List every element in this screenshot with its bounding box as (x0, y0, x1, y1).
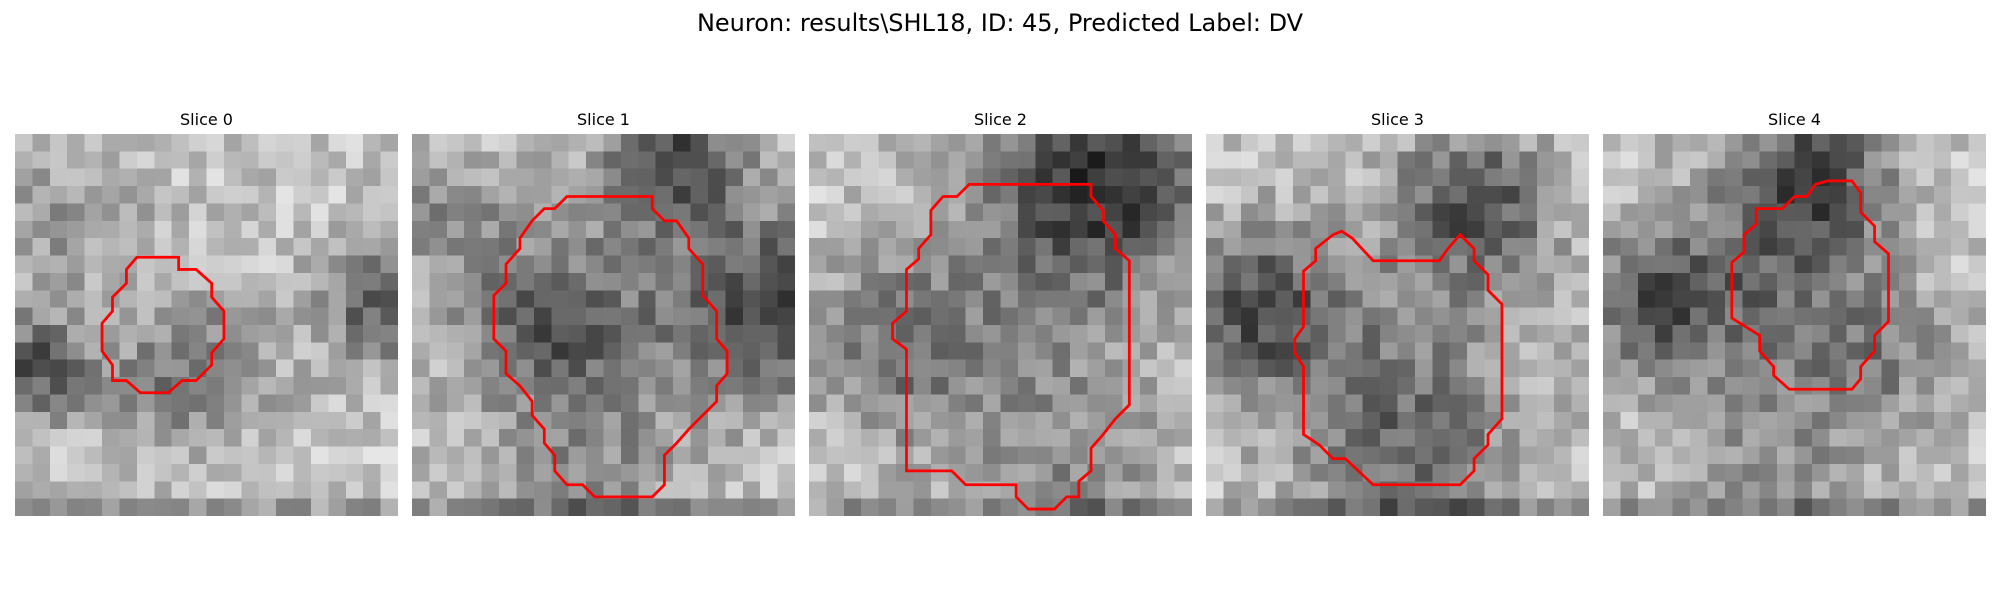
slice-image-0 (15, 134, 398, 516)
figure-title: Neuron: results\SHL18, ID: 45, Predicted… (696, 9, 1304, 37)
slice-title-4: Slice 4 (1768, 110, 1821, 129)
slice-title-0: Slice 0 (180, 110, 233, 129)
slice-title-1: Slice 1 (577, 110, 630, 129)
slice-title-2: Slice 2 (974, 110, 1027, 129)
slice-image-1 (412, 134, 795, 516)
cell-outline-1 (492, 195, 729, 499)
slice-image-3 (1206, 134, 1589, 516)
cell-outline-2 (891, 182, 1131, 511)
slice-panel-4: Slice 4 (1603, 110, 1986, 528)
slice-panel-2: Slice 2 (809, 110, 1192, 528)
slice-panel-1: Slice 1 (412, 110, 795, 528)
slice-image-2 (809, 134, 1192, 516)
slice-panel-3: Slice 3 (1206, 110, 1589, 528)
slice-image-4 (1603, 134, 1986, 516)
cell-outline-4 (1730, 179, 1890, 391)
cell-outline-3 (1293, 229, 1504, 487)
slice-panel-0: Slice 0 (15, 110, 398, 528)
slice-title-3: Slice 3 (1371, 110, 1424, 129)
cell-outline-0 (100, 255, 226, 395)
